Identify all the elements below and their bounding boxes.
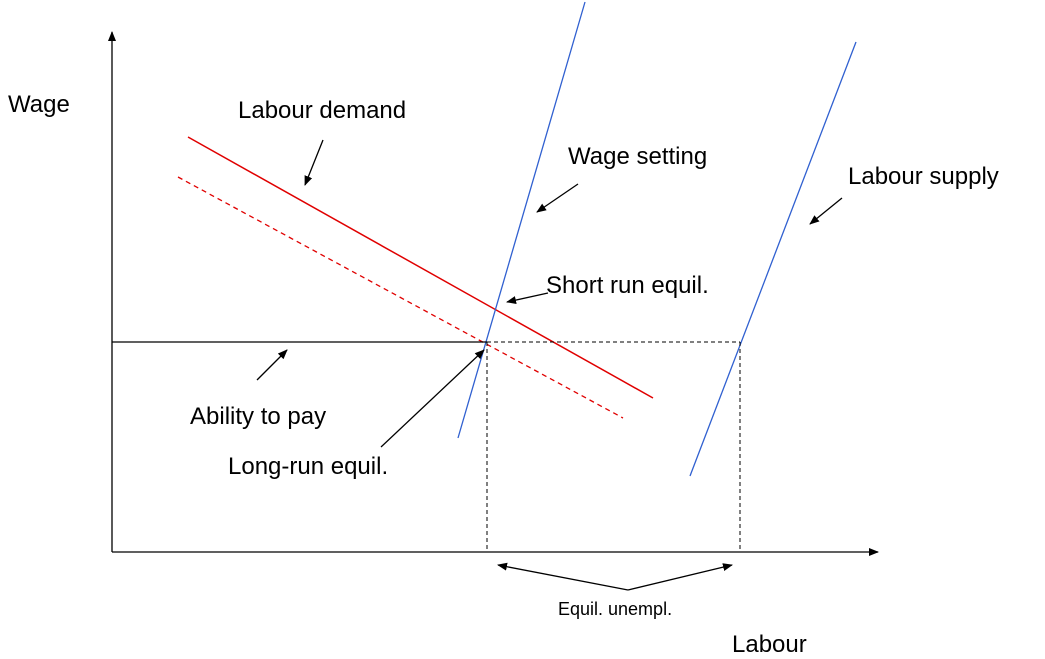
annotation: Equil. unempl. xyxy=(558,599,672,619)
pointer-arrow xyxy=(506,292,549,304)
pointer-arrow xyxy=(536,183,579,213)
labour-supply-line xyxy=(689,41,857,477)
labour-demand-shifted-line xyxy=(177,176,624,419)
annotation: Short run equil. xyxy=(546,272,709,299)
pointer-arrow xyxy=(809,197,843,225)
curve-label: Labour demand xyxy=(238,97,406,124)
wage-setting-line xyxy=(457,1,586,439)
annotation: Ability to pay xyxy=(190,403,326,430)
x-axis-label: Labour xyxy=(732,631,807,658)
y-axis-label: Wage xyxy=(8,91,70,118)
pointer-arrow xyxy=(256,349,288,381)
curve-label: Wage setting xyxy=(568,143,707,170)
pointer-arrow xyxy=(304,139,324,186)
pointer-arrow xyxy=(627,563,733,591)
annotation: Long-run equil. xyxy=(228,453,388,480)
labour-demand-line xyxy=(187,136,654,399)
pointer-arrow xyxy=(497,562,629,591)
pointer-arrow xyxy=(380,349,485,448)
curve-label: Labour supply xyxy=(848,163,999,190)
